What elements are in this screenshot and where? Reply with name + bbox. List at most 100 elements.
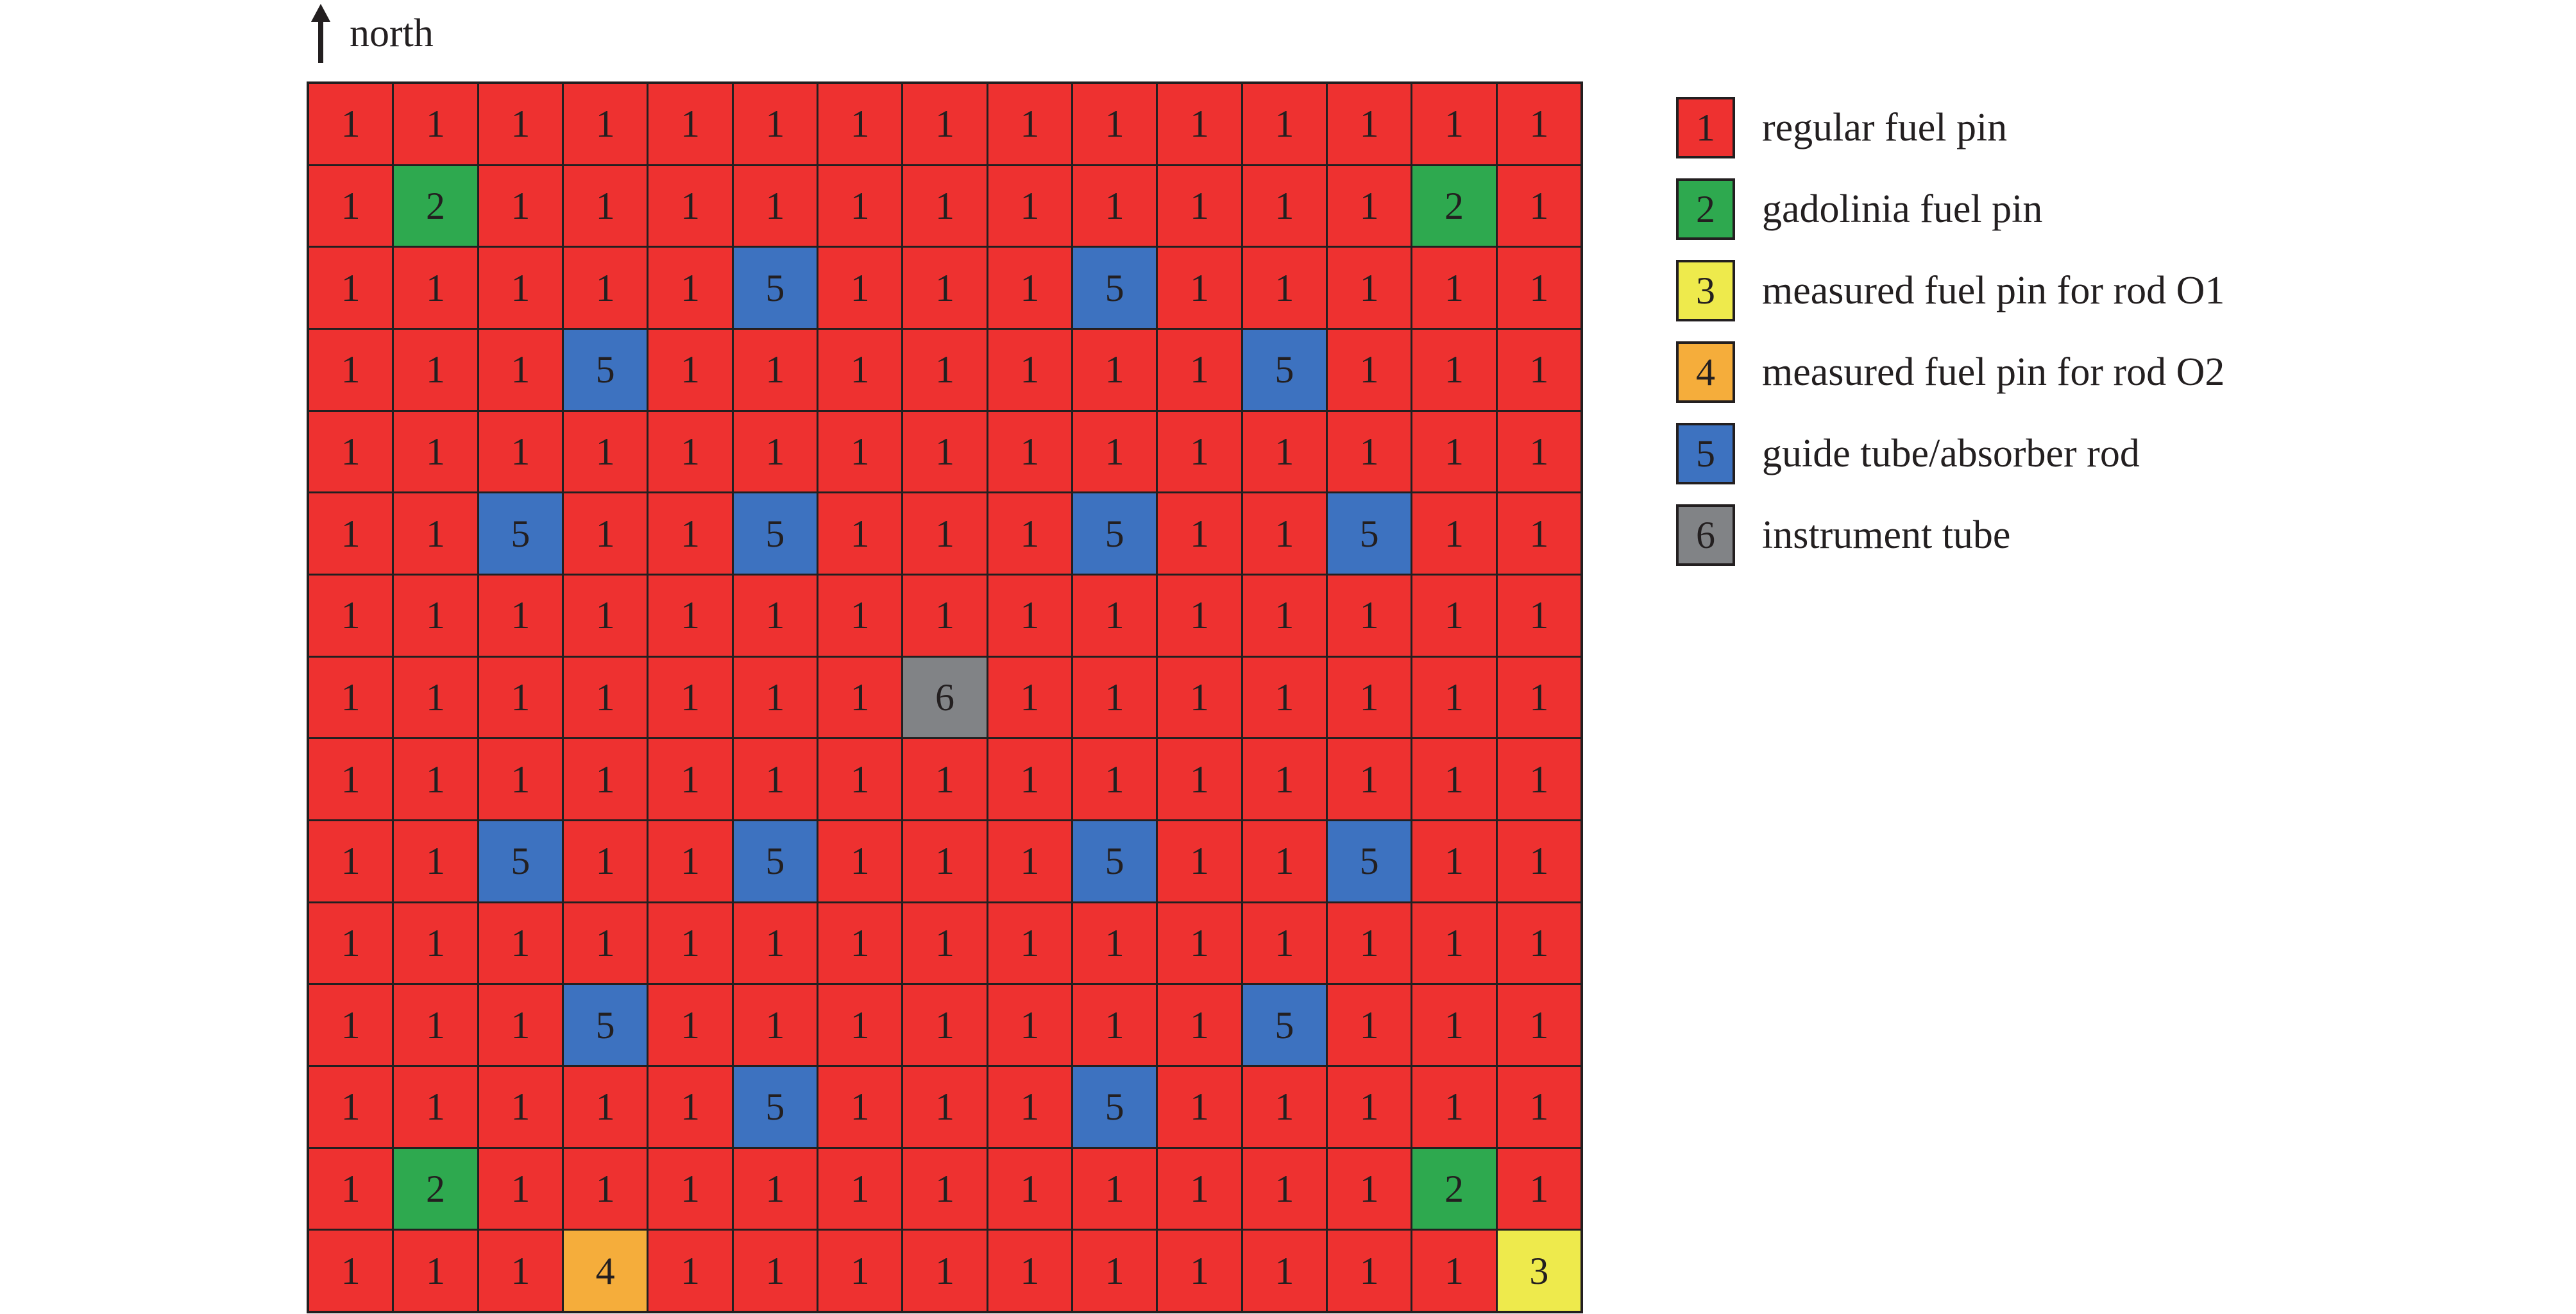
pin-cell: 1 — [1412, 1231, 1496, 1311]
legend-item: 4 measured fuel pin for rod O2 — [1676, 341, 2224, 404]
pin-cell: 1 — [1072, 84, 1157, 164]
legend-label: measured fuel pin for rod O1 — [1762, 269, 2225, 312]
pin-cell: 1 — [1327, 1148, 1411, 1229]
pin-cell: 1 — [394, 985, 477, 1065]
pin-cell: 1 — [733, 411, 817, 492]
pin-cell: 1 — [648, 985, 732, 1065]
pin-cell: 1 — [309, 166, 393, 246]
pin-cell: 1 — [563, 166, 647, 246]
pin-cell: 1 — [733, 1148, 817, 1229]
pin-cell: 1 — [309, 411, 393, 492]
legend-label: instrument tube — [1762, 513, 2011, 557]
pin-cell: 1 — [1158, 493, 1241, 574]
pin-cell: 2 — [394, 1148, 477, 1229]
pin-cell: 1 — [1242, 1231, 1326, 1311]
pin-cell: 1 — [309, 821, 393, 901]
pin-cell: 1 — [1497, 903, 1580, 984]
pin-cell: 1 — [648, 411, 732, 492]
pin-cell: 5 — [733, 821, 817, 901]
pin-cell: 1 — [733, 166, 817, 246]
pin-cell: 1 — [1412, 1066, 1496, 1147]
pin-cell: 1 — [479, 84, 562, 164]
pin-cell: 1 — [818, 985, 902, 1065]
pin-cell: 1 — [903, 329, 987, 410]
pin-cell: 1 — [479, 411, 562, 492]
pin-cell: 1 — [1327, 657, 1411, 738]
pin-cell: 1 — [903, 411, 987, 492]
pin-cell: 1 — [1412, 575, 1496, 656]
pin-cell: 1 — [309, 1231, 393, 1311]
pin-cell: 1 — [1158, 411, 1241, 492]
pin-cell: 1 — [1412, 248, 1496, 328]
pin-cell: 1 — [1242, 657, 1326, 738]
pin-cell: 1 — [1242, 575, 1326, 656]
pin-cell: 1 — [1158, 985, 1241, 1065]
pin-cell: 1 — [1497, 411, 1580, 492]
pin-cell: 5 — [1327, 821, 1411, 901]
pin-cell: 1 — [733, 985, 817, 1065]
pin-cell: 1 — [479, 1231, 562, 1311]
pin-cell: 1 — [988, 575, 1071, 656]
pin-cell: 1 — [479, 1148, 562, 1229]
pin-cell: 1 — [394, 1231, 477, 1311]
pin-cell: 1 — [1497, 166, 1580, 246]
pin-cell: 1 — [818, 575, 902, 656]
pin-cell: 1 — [903, 821, 987, 901]
pin-cell: 1 — [818, 1231, 902, 1311]
pin-cell: 1 — [1327, 248, 1411, 328]
pin-cell: 1 — [1327, 1231, 1411, 1311]
legend-item: 2 gadolinia fuel pin — [1676, 178, 2224, 241]
pin-cell: 1 — [1327, 411, 1411, 492]
legend-swatch: 2 — [1676, 178, 1735, 240]
legend-swatch: 1 — [1676, 97, 1735, 158]
pin-cell: 1 — [648, 493, 732, 574]
pin-cell: 1 — [733, 657, 817, 738]
pin-cell: 1 — [1072, 1148, 1157, 1229]
pin-cell: 5 — [1072, 493, 1157, 574]
legend-swatch: 5 — [1676, 423, 1735, 484]
pin-cell: 2 — [1412, 1148, 1496, 1229]
pin-cell: 1 — [1412, 985, 1496, 1065]
pin-cell: 1 — [309, 329, 393, 410]
pin-cell: 1 — [988, 739, 1071, 819]
pin-cell: 1 — [1497, 1066, 1580, 1147]
pin-cell: 1 — [1412, 411, 1496, 492]
pin-cell: 1 — [309, 493, 393, 574]
pin-cell: 1 — [988, 1231, 1071, 1311]
pin-cell: 1 — [1497, 657, 1580, 738]
pin-cell: 1 — [479, 985, 562, 1065]
pin-cell: 1 — [479, 575, 562, 656]
pin-cell: 1 — [309, 985, 393, 1065]
pin-cell: 5 — [1242, 329, 1326, 410]
pin-cell: 1 — [988, 903, 1071, 984]
pin-cell: 1 — [903, 739, 987, 819]
pin-cell: 1 — [1242, 166, 1326, 246]
pin-cell: 1 — [1497, 739, 1580, 819]
pin-cell: 5 — [1072, 821, 1157, 901]
pin-cell: 5 — [1242, 985, 1326, 1065]
pin-cell: 1 — [648, 248, 732, 328]
pin-cell: 1 — [818, 329, 902, 410]
pin-cell: 1 — [1327, 329, 1411, 410]
pin-cell: 1 — [1497, 84, 1580, 164]
pin-cell: 5 — [563, 985, 647, 1065]
pin-cell: 1 — [1412, 821, 1496, 901]
pin-cell: 1 — [479, 329, 562, 410]
pin-cell: 1 — [1158, 1231, 1241, 1311]
pin-cell: 1 — [1327, 84, 1411, 164]
pin-cell: 1 — [1327, 166, 1411, 246]
pin-cell: 1 — [1497, 493, 1580, 574]
pin-cell: 1 — [1242, 1066, 1326, 1147]
legend-swatch: 4 — [1676, 341, 1735, 403]
pin-cell: 1 — [1412, 329, 1496, 410]
pin-cell: 1 — [309, 1066, 393, 1147]
pin-cell: 1 — [1412, 84, 1496, 164]
pin-cell: 1 — [818, 1066, 902, 1147]
pin-cell: 1 — [1327, 739, 1411, 819]
pin-cell: 1 — [1072, 739, 1157, 819]
pin-cell: 1 — [648, 657, 732, 738]
pin-cell: 1 — [648, 739, 732, 819]
north-indicator: north — [311, 4, 434, 63]
pin-cell: 1 — [309, 84, 393, 164]
pin-cell: 1 — [394, 1066, 477, 1147]
